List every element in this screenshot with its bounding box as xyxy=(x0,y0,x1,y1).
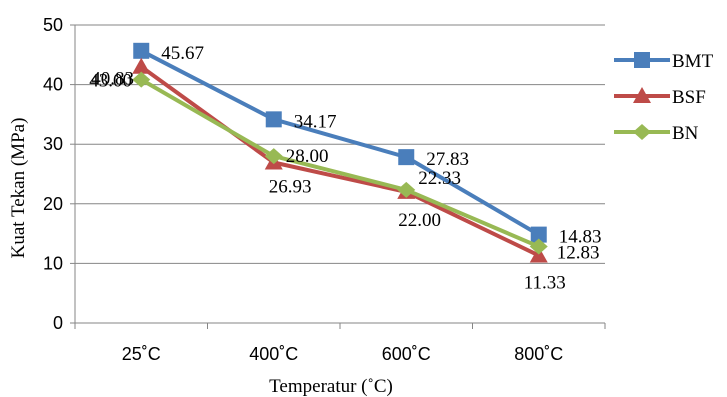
data-point-bmt xyxy=(398,149,415,166)
series-line-bn xyxy=(140,77,540,249)
x-tick-label: 800˚C xyxy=(514,344,563,364)
x-axis-title: Temperatur (˚C) xyxy=(269,376,393,397)
y-tick-label: 10 xyxy=(43,253,63,273)
y-axis-title: Kuat Tekan (MPa) xyxy=(8,118,29,259)
series-line-bsf xyxy=(140,65,540,258)
legend-marker-bn xyxy=(633,124,651,140)
y-tick-label: 40 xyxy=(43,75,63,95)
data-point-bsf xyxy=(132,57,151,74)
series-line-bmt xyxy=(140,49,540,237)
data-label-bn: 12.83 xyxy=(557,243,600,264)
x-tick-label: 600˚C xyxy=(382,344,431,364)
legend-label-bn: BN xyxy=(672,123,699,144)
legend-label-bmt: BMT xyxy=(672,51,714,72)
legend: BMT BSF BN xyxy=(614,51,714,144)
data-point-bmt xyxy=(265,111,282,128)
y-tick-label: 30 xyxy=(43,134,63,154)
data-label-bsf: 26.93 xyxy=(269,176,312,197)
y-tick-label: 0 xyxy=(53,313,63,333)
data-label-bmt: 45.67 xyxy=(161,43,204,64)
data-label-bmt: 14.83 xyxy=(559,227,602,248)
data-label-bmt: 34.17 xyxy=(294,111,337,132)
data-label-bmt: 27.83 xyxy=(426,149,469,170)
data-point-bmt xyxy=(133,42,150,59)
y-tick-label: 50 xyxy=(43,15,63,35)
series-lines xyxy=(132,42,548,263)
data-point-bn xyxy=(132,71,151,88)
data-label-bsf: 43.00 xyxy=(89,71,132,92)
legend-marker-bmt xyxy=(634,52,650,68)
data-label-bsf: 11.33 xyxy=(524,272,566,293)
data-label-bsf: 22.00 xyxy=(398,210,441,231)
data-label-bn: 40.83 xyxy=(91,69,134,90)
data-point-bmt xyxy=(530,226,547,243)
x-tick-label: 25˚C xyxy=(122,344,161,364)
data-label-bn: 28.00 xyxy=(286,146,329,167)
legend-label-bsf: BSF xyxy=(672,87,706,108)
data-labels: 45.67 34.17 27.83 14.83 43.00 26.93 22.00 11.33… xyxy=(89,43,601,294)
axes: 0 10 20 30 40 50 25˚C 400˚C 600˚C 800˚C xyxy=(43,15,606,364)
y-tick-label: 20 xyxy=(43,194,63,214)
data-point-bn xyxy=(529,238,548,255)
data-point-bn xyxy=(264,148,283,165)
data-label-bn: 22.33 xyxy=(418,168,461,189)
x-tick-label: 400˚C xyxy=(249,344,298,364)
data-point-bn xyxy=(397,181,416,198)
legend-marker-bsf xyxy=(633,87,651,103)
